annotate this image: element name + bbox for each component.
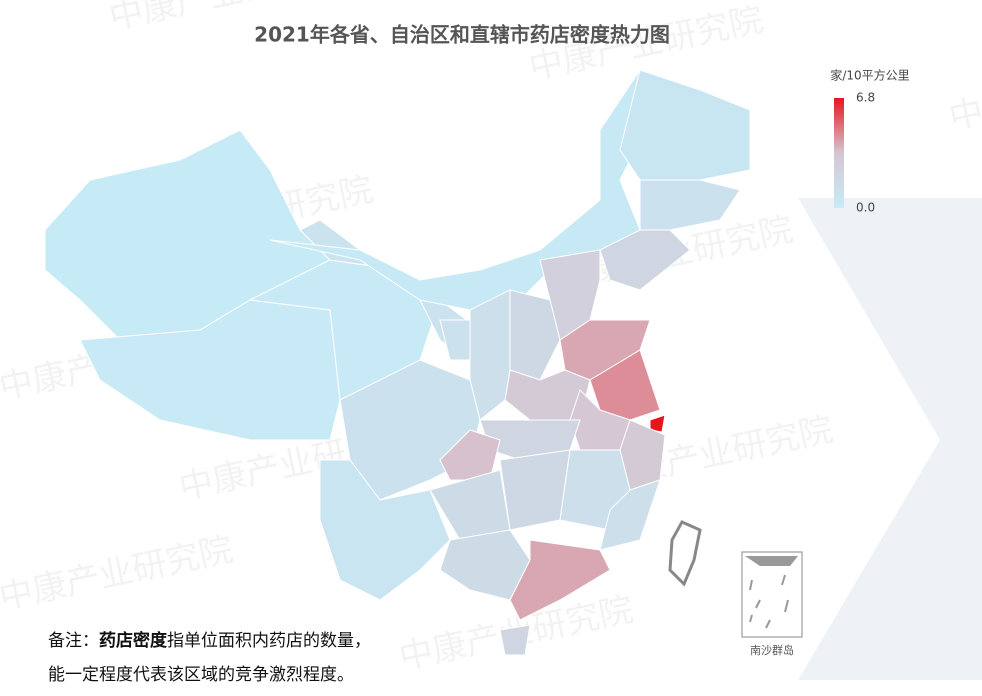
region xyxy=(599,229,691,291)
inset-dashes xyxy=(749,574,789,629)
legend: 6.8 0.0 xyxy=(856,91,875,215)
island-outline xyxy=(668,520,702,587)
legend-title: 家/10平方公里 xyxy=(830,68,909,83)
inset-shape xyxy=(745,556,798,566)
region xyxy=(439,319,471,361)
inset-box xyxy=(741,551,803,638)
region xyxy=(589,349,661,421)
legend-tick-label: 0.0 xyxy=(856,201,875,215)
chart-title: 2021年各省、自治区和直辖市药店密度热力图 xyxy=(254,23,670,47)
note-prefix: 备注： xyxy=(48,631,99,651)
region xyxy=(599,479,661,551)
region xyxy=(509,539,611,621)
watermark: 中康产业研究院 xyxy=(946,49,982,138)
region xyxy=(499,449,571,531)
region xyxy=(469,289,511,421)
region xyxy=(319,459,451,601)
legend-tick-label: 6.8 xyxy=(856,91,875,105)
watermark: 中康产业研究院 xyxy=(0,529,237,618)
region xyxy=(499,624,531,656)
note-term: 药店密度 xyxy=(99,631,167,651)
region xyxy=(649,414,666,433)
note-line-1: 备注：药店密度指单位面积内药店的数量， xyxy=(48,626,371,651)
note-line-2: 能一定程度代表该区域的竞争激烈程度。 xyxy=(48,665,354,685)
background-arrow xyxy=(798,198,982,680)
region xyxy=(79,299,341,441)
inset-label: 南沙群岛 xyxy=(750,643,794,657)
note-text: 指单位面积内药店的数量， xyxy=(167,631,371,651)
region xyxy=(619,69,751,181)
legend-gradient xyxy=(834,98,844,208)
regions xyxy=(44,69,751,656)
